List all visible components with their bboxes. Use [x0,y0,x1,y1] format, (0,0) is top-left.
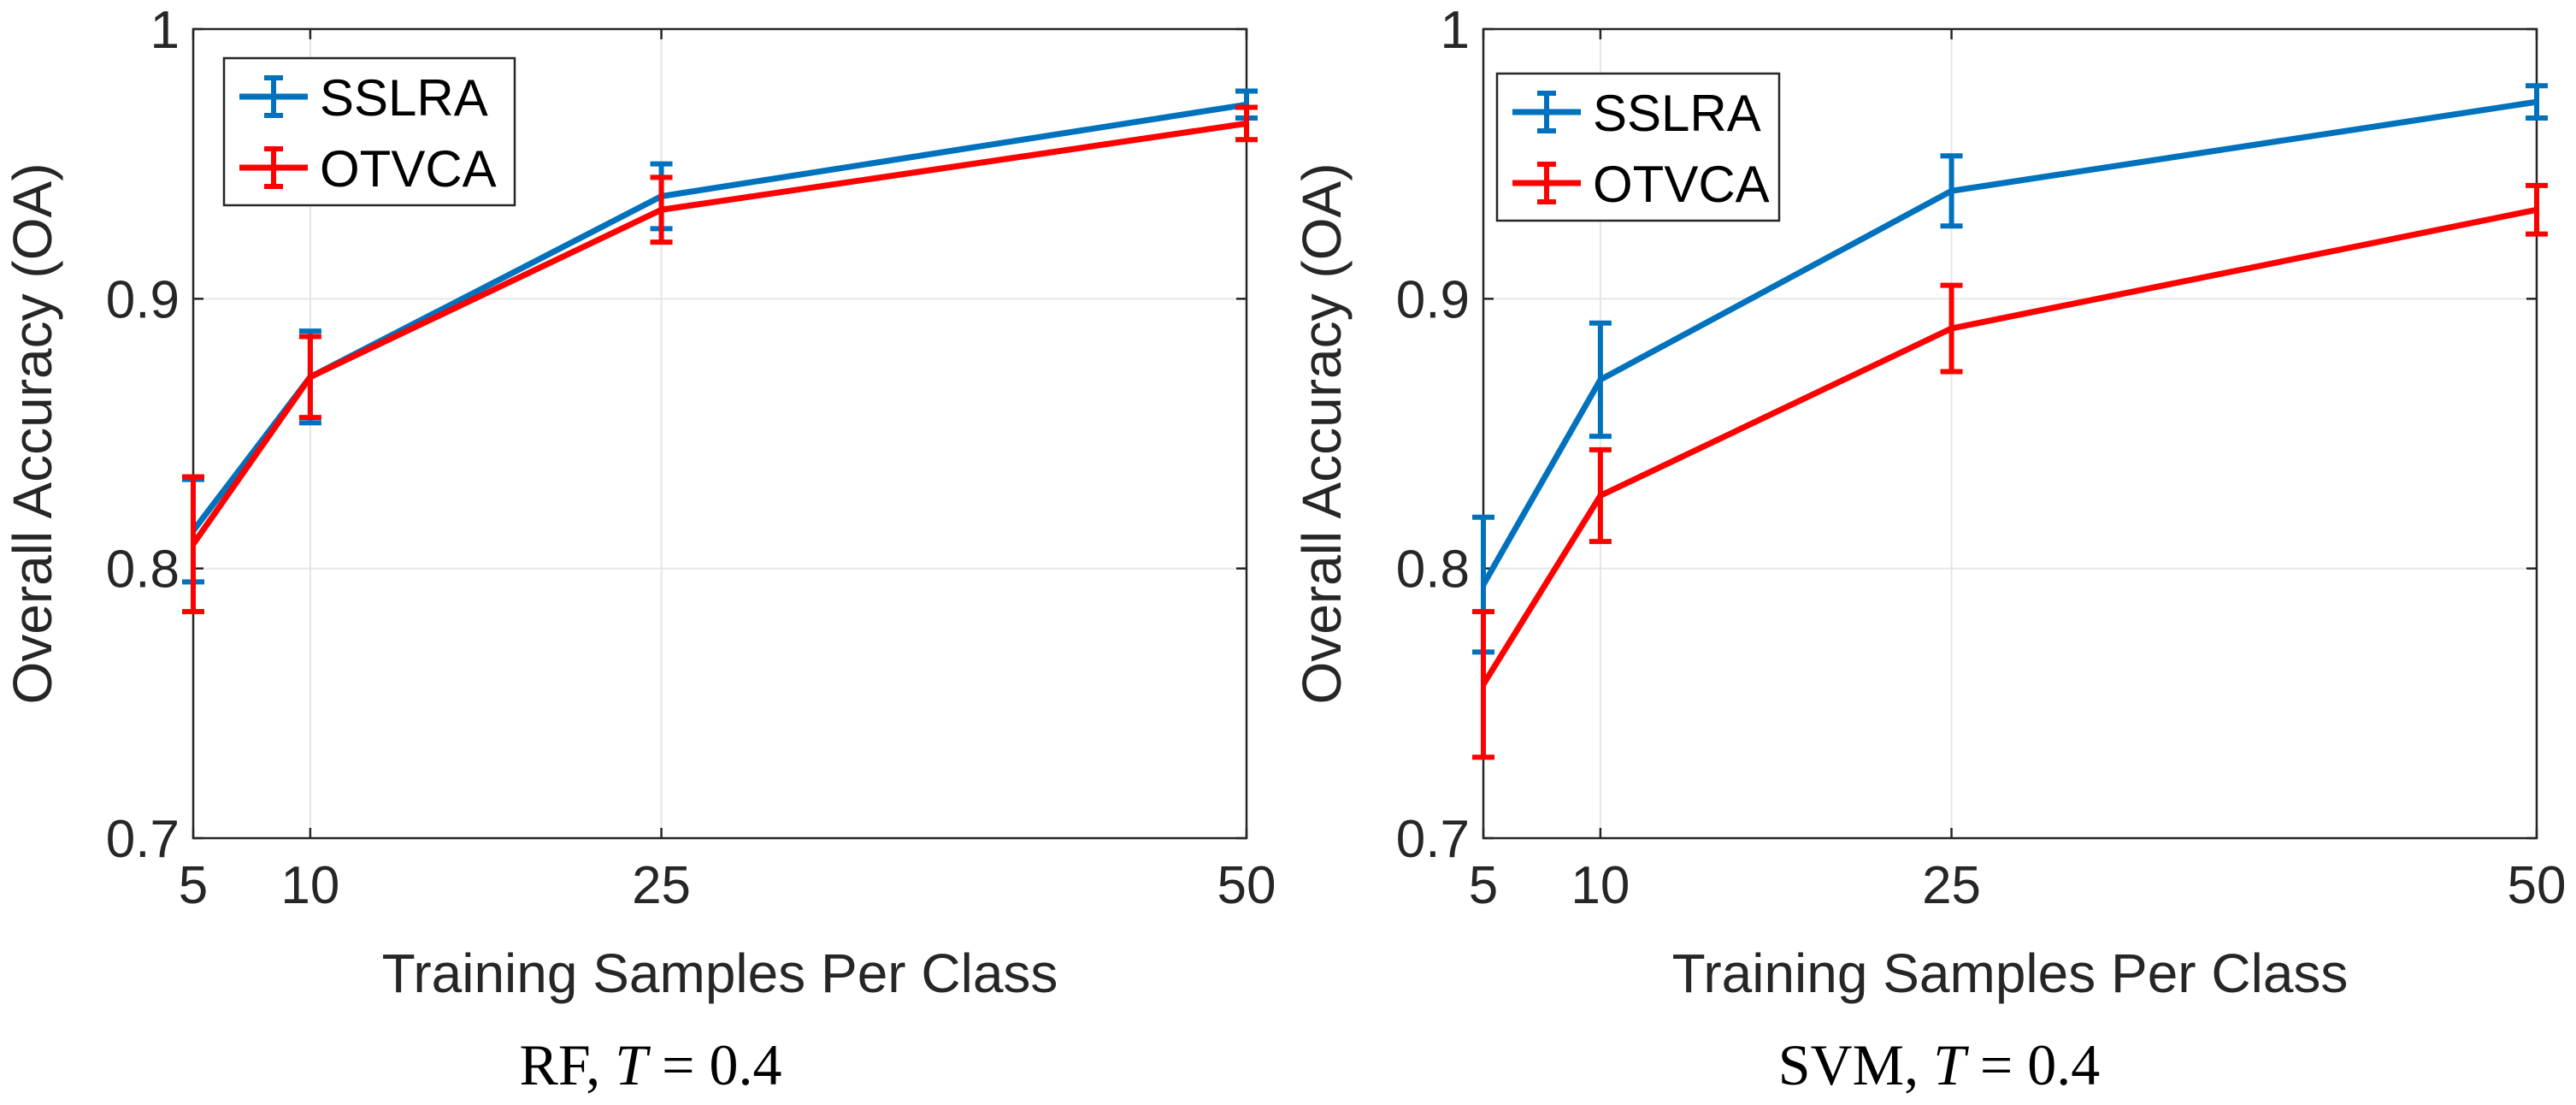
series-line [1480,98,2538,587]
series-line [191,101,1247,533]
x-axis-label: Training Samples Per Class [382,942,1058,1004]
legend-label-otvca: OTVCA [1593,156,1770,213]
x-tick-label: 50 [1217,856,1276,915]
caption-prefix: RF, [520,1032,616,1097]
x-tick-label: 50 [2508,856,2567,915]
y-tick-label: 0.8 [1396,541,1470,600]
x-tick-label: 25 [632,856,691,915]
caption-equation: = 0.4 [1966,1032,2100,1097]
chart-caption: SVM, T = 0.4 [1778,1032,2101,1097]
chart-2: 5 10 25 50 0.7 0.8 0.9 1 Training Samples Per Cl… [1291,1,2566,1097]
y-tick-label: 0.7 [106,810,180,869]
y-tick-label: 0.9 [1396,270,1470,329]
legend-label-sslra: SSLRA [320,69,488,127]
x-tick-label: 5 [1469,856,1498,915]
legend: SSLRA OTVCA [222,56,516,207]
series-line [1481,206,2538,687]
legend: SSLRA OTVCA [1495,72,1781,222]
x-tick-label: 10 [280,856,339,915]
caption-equation: = 0.4 [647,1032,781,1097]
y-tick-label: 1 [1441,1,1470,60]
series-line [191,120,1247,547]
y-axis-label: Overall Accuracy (OA) [1291,162,1353,704]
y-tick-label: 0.8 [106,541,180,600]
series-otvca [1472,182,2548,760]
x-axis-label: Training Samples Per Class [1672,942,2349,1004]
caption-prefix: SVM, [1778,1032,1933,1097]
y-tick-label: 1 [150,1,180,60]
y-tick-label: 0.7 [1396,810,1470,869]
legend-label-otvca: OTVCA [320,140,497,198]
caption-variable: T [1933,1032,1969,1097]
x-tick-label: 10 [1571,856,1630,915]
x-tick-label: 25 [1922,856,1981,915]
axes-box [1482,27,2538,840]
series-otvca [182,104,1258,615]
axes-box [192,27,1248,840]
y-axis-label: Overall Accuracy (OA) [2,162,63,704]
chart-caption: RF, T = 0.4 [520,1032,782,1097]
legend-label-sslra: SSLRA [1593,85,1761,142]
y-tick-label: 0.9 [106,270,180,329]
x-tick-label: 5 [179,856,208,915]
caption-variable: T [615,1032,651,1097]
chart-1: 5 10 25 50 0.7 0.8 0.9 1 Training Samples Per Cl… [2,1,1276,1097]
